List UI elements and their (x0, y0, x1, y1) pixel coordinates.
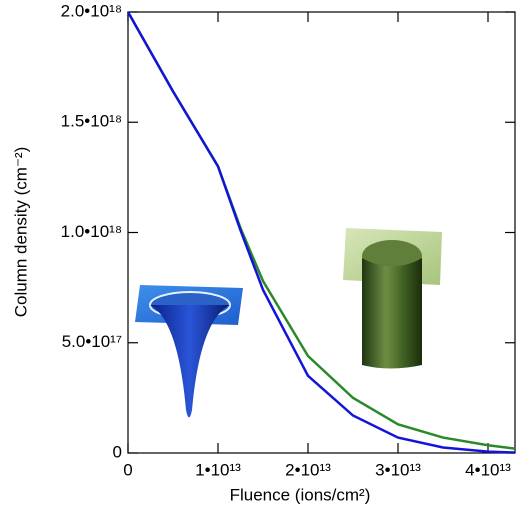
x-tick-label: 4•10¹³ (465, 460, 511, 479)
y-tick-label: 2.0•10¹⁸ (61, 1, 122, 20)
y-tick-label: 1.5•10¹⁸ (61, 112, 122, 131)
inset-cylinder (343, 228, 442, 369)
x-tick-label: 1•10¹³ (195, 460, 241, 479)
x-tick-label: 2•10¹³ (285, 460, 331, 479)
y-tick-label: 0 (113, 442, 122, 461)
x-tick-label: 0 (123, 460, 132, 479)
y-tick-label: 1.0•10¹⁸ (61, 222, 122, 241)
series-line (126, 11, 516, 454)
inset-gaussian (135, 285, 243, 418)
y-tick-label: 5.0•10¹⁷ (62, 332, 122, 351)
x-tick-label: 3•10¹³ (375, 460, 421, 479)
x-axis-label: Fluence (ions/cm²) (230, 485, 371, 504)
y-axis-label: Column density (cm⁻²) (11, 147, 30, 318)
